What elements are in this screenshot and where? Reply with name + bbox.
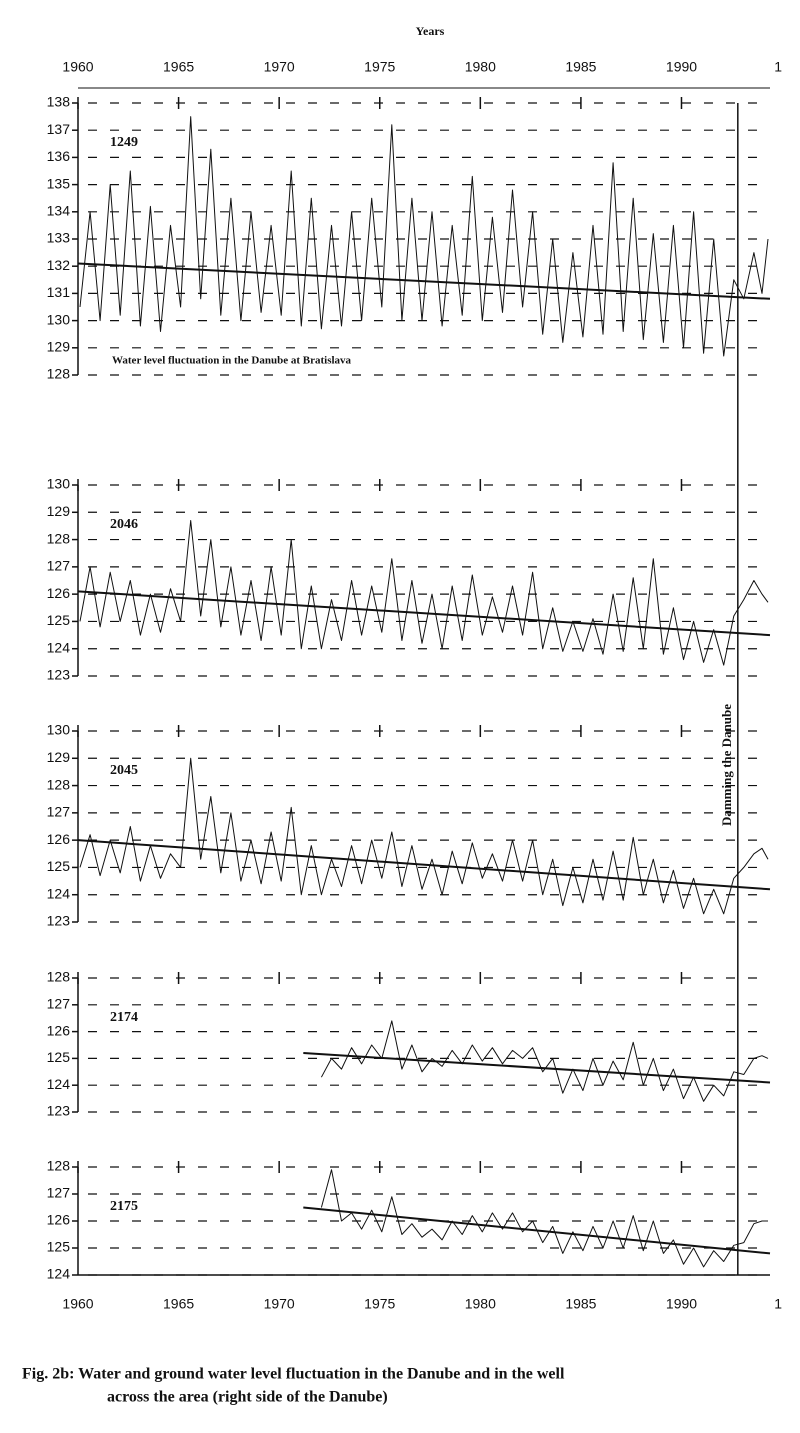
y-tick-label: 128 — [47, 1158, 71, 1174]
y-tick-label: 128 — [47, 366, 71, 382]
x-tick-label: 1985 — [565, 1296, 596, 1312]
x-tick-label: 1980 — [465, 1296, 496, 1312]
y-tick-label: 127 — [47, 558, 71, 574]
well-label: 2046 — [110, 517, 138, 532]
y-tick-label: 127 — [47, 804, 71, 820]
y-tick-label: 124 — [47, 1266, 71, 1282]
x-tick-label: 1990 — [666, 1296, 697, 1312]
y-tick-label: 129 — [47, 749, 71, 765]
well-label: 1249 — [110, 135, 138, 150]
y-tick-label: 123 — [47, 1103, 71, 1119]
y-tick-label: 127 — [47, 996, 71, 1012]
x-tick-label: 1970 — [264, 59, 295, 75]
damming-label: Damming the Danube — [719, 704, 734, 826]
trend-line — [303, 1206, 771, 1255]
water-level-line — [320, 1020, 769, 1102]
trend-line — [77, 839, 771, 891]
x-tick-label: 1990 — [666, 59, 697, 75]
y-tick-label: 127 — [47, 1185, 71, 1201]
x-tick-label: 1980 — [465, 59, 496, 75]
well-label: 2174 — [110, 1010, 138, 1025]
y-tick-label: 137 — [47, 121, 71, 137]
trend-line — [303, 1052, 771, 1084]
y-tick-label: 138 — [47, 94, 71, 110]
water-level-line — [79, 520, 769, 666]
water-level-line — [79, 116, 769, 357]
y-tick-label: 123 — [47, 667, 71, 683]
y-tick-label: 126 — [47, 585, 71, 601]
y-tick-label: 130 — [47, 476, 71, 492]
y-tick-label: 130 — [47, 722, 71, 738]
y-tick-label: 134 — [47, 203, 71, 219]
x-tick-label: 1960 — [62, 1296, 93, 1312]
y-tick-label: 130 — [47, 311, 71, 327]
annotation: Water level fluctuation in the Danube at… — [112, 355, 352, 367]
y-tick-label: 135 — [47, 175, 71, 191]
y-tick-label: 123 — [47, 913, 71, 929]
caption: across the area (right side of the Danub… — [107, 1389, 388, 1406]
y-tick-label: 136 — [47, 148, 71, 164]
y-tick-label: 126 — [47, 1212, 71, 1228]
y-tick-label: 124 — [47, 639, 71, 655]
y-tick-label: 132 — [47, 257, 71, 273]
y-tick-label: 128 — [47, 530, 71, 546]
x-tick-label: 1960 — [62, 59, 93, 75]
trend-line — [77, 590, 771, 637]
well-label: 2045 — [110, 763, 138, 778]
caption: Fig. 2b: Water and ground water level fl… — [22, 1366, 565, 1383]
y-tick-label: 126 — [47, 1022, 71, 1038]
y-tick-label: 124 — [47, 1076, 71, 1092]
y-tick-label: 126 — [47, 831, 71, 847]
well-label: 2175 — [110, 1199, 138, 1214]
x-tick-label: 1975 — [364, 59, 395, 75]
x-tick-label: 1965 — [163, 59, 194, 75]
y-tick-label: 129 — [47, 503, 71, 519]
x-tick-label: 1970 — [264, 1296, 295, 1312]
water-level-line — [79, 757, 769, 915]
y-tick-label: 128 — [47, 969, 71, 985]
water-level-line — [320, 1169, 768, 1268]
y-tick-label: 125 — [47, 1049, 71, 1065]
trend-line — [77, 262, 771, 300]
y-tick-label: 125 — [47, 612, 71, 628]
x-tick-label: 1 — [774, 59, 782, 75]
y-tick-label: 131 — [47, 284, 71, 300]
x-tick-label: 1985 — [565, 59, 596, 75]
x-tick-label: 1975 — [364, 1296, 395, 1312]
x-tick-label: 1965 — [163, 1296, 194, 1312]
y-tick-label: 128 — [47, 776, 71, 792]
y-tick-label: 125 — [47, 1239, 71, 1255]
y-tick-label: 133 — [47, 230, 71, 246]
x-tick-label: 1 — [774, 1296, 782, 1312]
x-axis-title: Years — [416, 24, 445, 38]
y-tick-label: 125 — [47, 858, 71, 874]
y-tick-label: 124 — [47, 885, 71, 901]
y-tick-label: 129 — [47, 339, 71, 355]
